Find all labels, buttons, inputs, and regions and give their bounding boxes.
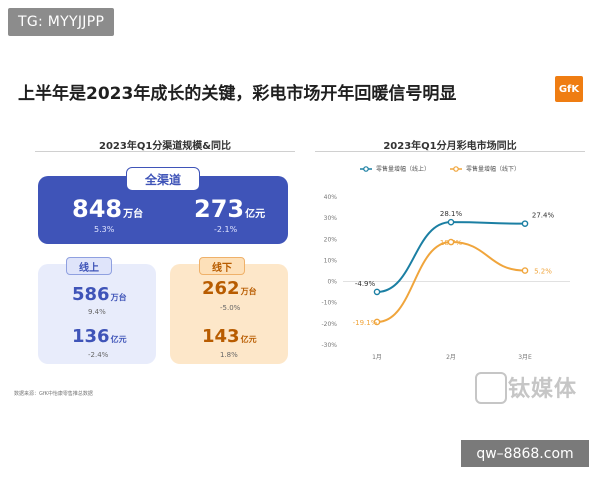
x-tick-label: 2月	[446, 354, 456, 361]
line-chart: 零售量增幅（线上） 零售量增幅（线下） -30% -20% -10% 0% 10% 20% 30…	[321, 165, 570, 361]
online-volume-yoy: 9.4%	[88, 308, 106, 316]
data-point	[373, 318, 381, 326]
y-tick-label: 30%	[324, 215, 338, 222]
legend-swatch-marker	[363, 166, 369, 172]
data-source-note: 数据来源：GfK中怡康零售推总数据	[14, 391, 93, 397]
y-tick-label: 20%	[324, 236, 338, 243]
series-line	[376, 221, 526, 293]
y-tick-label: -20%	[321, 321, 337, 328]
all-revenue-number: 273	[194, 195, 245, 223]
chart-title: 2023年Q1分月彩电市场同比	[383, 141, 517, 152]
right-panel-divider	[315, 151, 585, 152]
all-volume-yoy: 5.3%	[94, 225, 115, 234]
online-tag: 线上	[66, 257, 112, 275]
offline-card	[170, 264, 288, 364]
data-label: -19.1%	[353, 319, 378, 327]
all-revenue-yoy: -2.1%	[214, 225, 238, 234]
online-revenue-unit: 亿元	[110, 335, 127, 344]
url-tag: qw–8868.com	[461, 440, 589, 467]
all-volume-number: 848	[72, 195, 123, 223]
brand-watermark: 钛媒体	[508, 377, 578, 402]
offline-revenue-number: 143	[202, 326, 240, 347]
left-panel-divider	[35, 151, 295, 152]
left-panel-title: 2023年Q1分渠道规模&同比	[98, 141, 231, 152]
legend-label: 零售量增幅（线下）	[466, 165, 520, 173]
watermark-tag: TG: MYYJJPP	[8, 8, 115, 36]
data-label: 18.7%	[440, 239, 463, 247]
y-tick-label: 0%	[327, 279, 337, 286]
data-label: 5.2%	[534, 268, 552, 276]
online-volume-number: 586	[72, 284, 110, 305]
legend-label: 零售量增幅（线上）	[376, 165, 430, 173]
online-card	[38, 264, 156, 364]
legend-swatch-marker	[453, 166, 459, 172]
data-label: 27.4%	[532, 212, 555, 220]
data-point	[521, 267, 529, 274]
online-revenue-value: 136亿元	[72, 326, 127, 347]
offline-revenue-yoy: 1.8%	[220, 351, 238, 359]
online-revenue-number: 136	[72, 326, 110, 347]
x-tick-label: 3月E	[518, 354, 532, 361]
data-label: -4.9%	[355, 280, 376, 288]
page-headline: 上半年是2023年成长的关键，彩电市场开年回暖信号明显	[18, 84, 457, 104]
all-volume-unit: 万台	[123, 209, 144, 220]
y-tick-label: 40%	[324, 194, 338, 201]
all-volume-value: 848万台	[72, 195, 143, 223]
all-channel-tag: 全渠道	[126, 167, 200, 191]
data-point	[447, 218, 455, 226]
offline-volume-value: 262万台	[202, 278, 257, 299]
data-label: 28.1%	[440, 210, 463, 218]
data-point	[447, 238, 455, 246]
online-volume-unit: 万台	[110, 293, 127, 302]
offline-volume-unit: 万台	[240, 287, 257, 296]
online-revenue-yoy: -2.4%	[88, 351, 109, 359]
data-point	[373, 288, 381, 296]
brand-watermark-icon	[475, 372, 507, 404]
all-revenue-value: 273亿元	[194, 195, 265, 223]
data-point	[521, 220, 529, 227]
all-revenue-unit: 亿元	[245, 209, 266, 220]
y-tick-label: -30%	[321, 342, 337, 349]
offline-volume-number: 262	[202, 278, 240, 299]
y-tick-label: -10%	[321, 300, 337, 307]
online-volume-value: 586万台	[72, 284, 127, 305]
gfk-logo: GfK	[555, 76, 583, 102]
offline-revenue-value: 143亿元	[202, 326, 257, 347]
offline-revenue-unit: 亿元	[240, 335, 257, 344]
y-tick-label: 10%	[324, 257, 338, 264]
x-tick-label: 1月	[372, 354, 382, 361]
offline-tag: 线下	[199, 257, 245, 275]
offline-volume-yoy: -5.0%	[220, 304, 241, 312]
